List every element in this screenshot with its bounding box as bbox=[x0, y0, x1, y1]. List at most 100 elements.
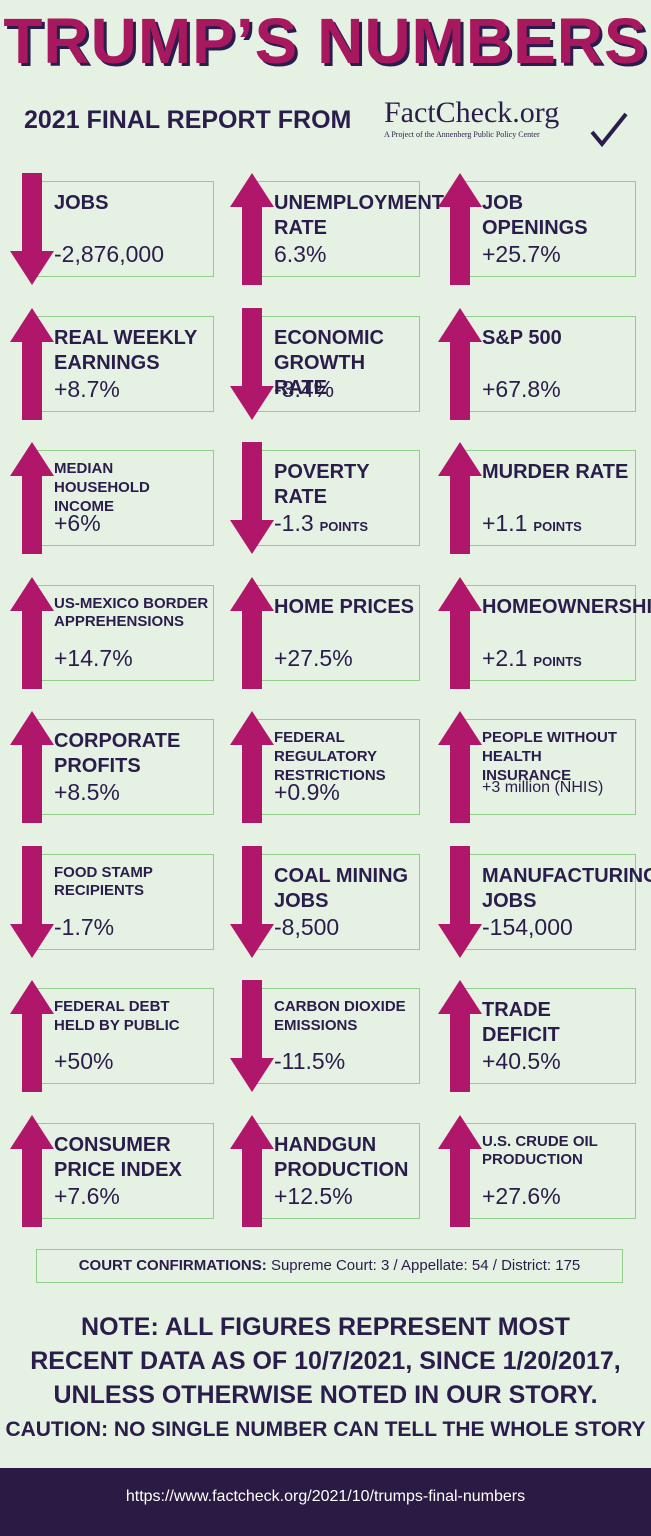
stat-label: PEOPLE WITHOUT HEALTH INSURANCE bbox=[482, 729, 617, 784]
stat-label: MANUFACTURING JOBS bbox=[482, 864, 651, 912]
stat-value: +40.5% bbox=[482, 1048, 561, 1074]
stat-value: +8.7% bbox=[54, 375, 120, 402]
stat-label: CORPORATE PROFITS bbox=[54, 730, 181, 777]
stat-label: HOMEOWNERSHIP bbox=[482, 595, 651, 618]
arrow-shape bbox=[10, 1114, 54, 1227]
stat-value-row: +27.6% bbox=[482, 1183, 561, 1210]
stat-value: +3 million (NHIS) bbox=[482, 779, 604, 796]
stat-value-row: +12.5% bbox=[274, 1183, 353, 1210]
arrow-shape bbox=[230, 173, 274, 285]
arrow-shape bbox=[230, 307, 274, 420]
arrow-down bbox=[230, 845, 274, 958]
stat-label: U.S. CRUDE OIL PRODUCTION bbox=[482, 1132, 598, 1169]
arrow-shape bbox=[438, 1114, 482, 1227]
arrow-up bbox=[230, 711, 274, 823]
stat-value: +6% bbox=[54, 510, 101, 536]
arrow-up bbox=[438, 576, 482, 689]
stat-label: CONSUMER PRICE INDEX bbox=[54, 1133, 182, 1181]
stat-value-row: +0.9% bbox=[274, 779, 340, 806]
stat-value-row: -2,876,000 bbox=[54, 241, 164, 268]
subtitle: 2021 FINAL REPORT FROM bbox=[24, 106, 352, 134]
stat-value-row: +50% bbox=[54, 1048, 113, 1075]
arrow-shape bbox=[230, 845, 274, 958]
arrow-shape bbox=[438, 173, 482, 285]
stat-value-row: +27.5% bbox=[274, 645, 353, 672]
arrow-up bbox=[438, 711, 482, 823]
check-mark bbox=[590, 112, 628, 148]
arrow-down bbox=[438, 845, 482, 958]
stat-box bbox=[460, 315, 636, 412]
stat-label: JOBS bbox=[54, 192, 109, 214]
stat-label: MEDIAN HOUSEHOLD INCOME bbox=[54, 460, 150, 515]
stat-label: FEDERAL DEBT HELD BY PUBLIC bbox=[54, 998, 180, 1034]
stat-box bbox=[32, 315, 214, 412]
stat-label: US-MEXICO BORDER APPREHENSIONS bbox=[54, 594, 209, 631]
arrow-shape bbox=[230, 442, 274, 554]
stat-value: +8.5% bbox=[54, 779, 120, 805]
stat-box bbox=[32, 181, 214, 277]
stat-label: JOB OPENINGS bbox=[482, 192, 588, 239]
stat-box bbox=[252, 181, 420, 277]
court-label: COURT CONFIRMATIONS: bbox=[78, 1257, 267, 1274]
stat-value-row: -1.7% bbox=[54, 914, 114, 941]
logo: FactCheck.org bbox=[384, 96, 560, 129]
stat-label: ECONOMIC GROWTH RATE bbox=[274, 326, 384, 399]
stat-label: TRADE DEFICIT bbox=[482, 999, 560, 1046]
arrow-up bbox=[230, 1114, 274, 1227]
arrow-shape bbox=[10, 576, 54, 689]
stat-value-row: +14.7% bbox=[54, 645, 133, 672]
stat-box bbox=[252, 450, 420, 546]
arrow-shape bbox=[438, 711, 482, 823]
stat-value: -11.5% bbox=[274, 1048, 346, 1074]
arrow-up bbox=[230, 576, 274, 689]
note: NOTE: ALL FIGURES REPRESENT MOST RECENT … bbox=[30, 1313, 621, 1409]
arrow-shape bbox=[10, 711, 54, 823]
stat-label: HANDGUN PRODUCTION bbox=[274, 1133, 409, 1181]
stat-box bbox=[460, 181, 636, 277]
stat-value-row: 6.3% bbox=[274, 241, 326, 268]
court-text: Supreme Court: 3 / Appellate: 54 / Distr… bbox=[270, 1257, 581, 1274]
arrow-up bbox=[10, 576, 54, 689]
arrow-up bbox=[10, 307, 54, 420]
court-box: COURT CONFIRMATIONS: Supreme Court: 3 / … bbox=[36, 1249, 623, 1283]
stat-value: +50% bbox=[54, 1048, 114, 1074]
arrow-up bbox=[438, 442, 482, 554]
stat-value-row: -1.3 POINTS bbox=[274, 510, 368, 537]
stat-label: S&P 500 bbox=[482, 326, 562, 349]
stat-value: -1.3 bbox=[274, 510, 314, 536]
stat-unit: POINTS bbox=[319, 519, 369, 534]
stat-box bbox=[32, 719, 214, 815]
stat-value-row: +67.8% bbox=[482, 376, 561, 403]
stat-label: FEDERAL REGULATORY RESTRICTIONS bbox=[274, 729, 386, 784]
stat-box bbox=[460, 988, 636, 1084]
arrow-down bbox=[230, 442, 274, 554]
footer: https://www.factcheck.org/2021/10/trumps… bbox=[0, 1468, 651, 1536]
stat-value: +25.7% bbox=[482, 241, 561, 267]
stat-label: UNEMPLOYMENT RATE bbox=[274, 192, 444, 239]
arrow-down bbox=[230, 307, 274, 420]
arrow-shape bbox=[230, 576, 274, 689]
arrow-shape bbox=[438, 845, 482, 958]
arrow-shape bbox=[10, 307, 54, 420]
stat-value-row: -154,000 bbox=[482, 914, 573, 941]
stat-box bbox=[252, 1122, 420, 1219]
stat-label: REAL WEEKLY EARNINGS bbox=[54, 326, 197, 374]
arrow-up bbox=[438, 980, 482, 1092]
arrow-shape bbox=[230, 980, 274, 1092]
stat-value-row: -11.5% bbox=[274, 1048, 345, 1075]
stat-box bbox=[252, 315, 420, 412]
stat-label: FOOD STAMP RECIPIENTS bbox=[54, 863, 153, 900]
footer-url: https://www.factcheck.org/2021/10/trumps… bbox=[125, 1488, 526, 1505]
stat-value: +7.6% bbox=[54, 1182, 120, 1209]
arrow-down bbox=[10, 845, 54, 958]
arrow-up bbox=[438, 1114, 482, 1227]
stat-box bbox=[32, 853, 214, 950]
arrow-up bbox=[10, 980, 54, 1092]
stat-value-row: -3.4% bbox=[274, 376, 334, 403]
arrow-up bbox=[10, 442, 54, 554]
arrow-shape bbox=[230, 711, 274, 823]
arrow-up bbox=[10, 1114, 54, 1227]
logo-tagline: A Project of the Annenberg Public Policy… bbox=[384, 130, 540, 139]
stat-label: COAL MINING JOBS bbox=[274, 864, 409, 912]
